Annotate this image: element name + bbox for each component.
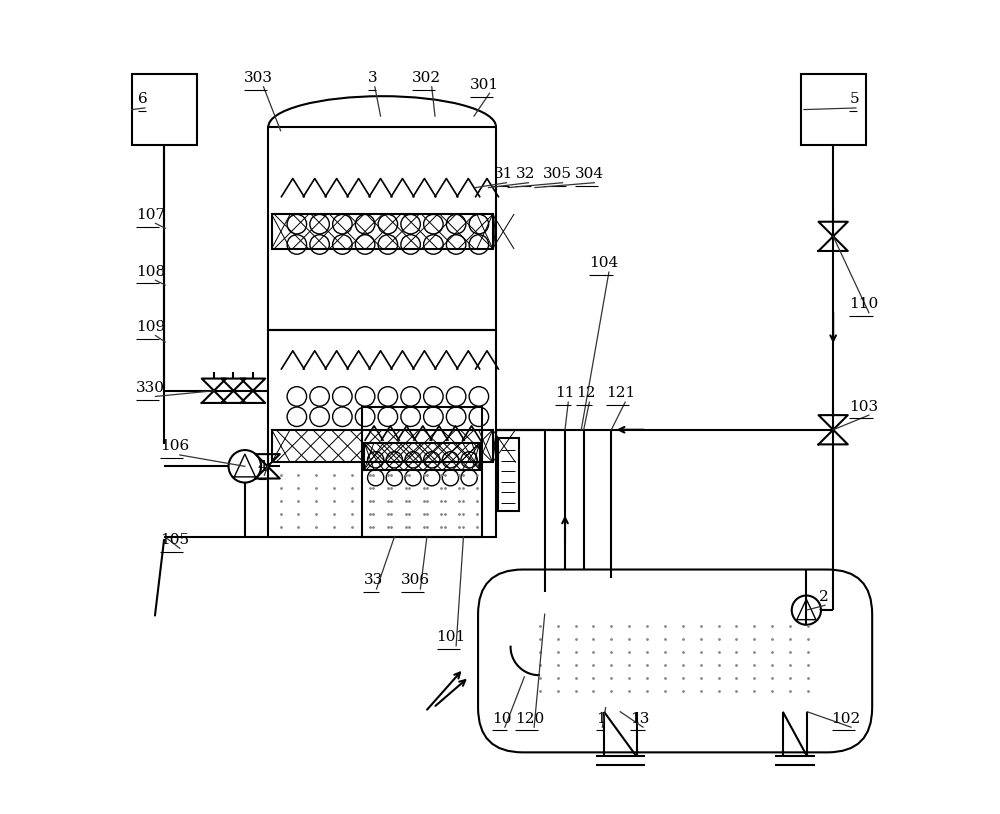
Text: 2: 2 <box>819 589 828 604</box>
Bar <box>132 74 197 146</box>
Bar <box>801 74 866 146</box>
Bar <box>362 407 482 537</box>
Text: 107: 107 <box>136 208 165 221</box>
Text: 1: 1 <box>596 711 606 725</box>
Text: 104: 104 <box>589 256 619 270</box>
Bar <box>364 443 480 470</box>
Text: 330: 330 <box>136 381 165 395</box>
Text: 13: 13 <box>630 711 649 725</box>
Text: 12: 12 <box>576 387 596 400</box>
Text: 3: 3 <box>368 71 378 85</box>
Bar <box>268 127 496 330</box>
Text: 305: 305 <box>543 167 572 181</box>
Text: 105: 105 <box>160 533 189 547</box>
Bar <box>498 438 519 511</box>
Text: 5: 5 <box>849 92 859 107</box>
Bar <box>272 214 493 248</box>
Text: 31: 31 <box>493 167 513 181</box>
Text: 120: 120 <box>515 711 544 725</box>
Text: 101: 101 <box>437 630 466 645</box>
Text: 32: 32 <box>515 167 535 181</box>
FancyBboxPatch shape <box>478 570 872 752</box>
Text: 121: 121 <box>606 387 635 400</box>
Bar <box>268 330 496 537</box>
Text: 110: 110 <box>849 297 879 311</box>
Text: 304: 304 <box>575 167 604 181</box>
Text: 11: 11 <box>555 387 575 400</box>
Text: 302: 302 <box>412 71 441 85</box>
Text: 33: 33 <box>363 573 383 588</box>
Text: 301: 301 <box>470 77 499 92</box>
Text: 109: 109 <box>136 320 165 334</box>
Text: 4: 4 <box>258 460 268 474</box>
Text: 106: 106 <box>160 440 190 453</box>
Text: 303: 303 <box>244 71 273 85</box>
Text: 102: 102 <box>832 711 861 725</box>
Text: 6: 6 <box>138 92 148 107</box>
Text: 306: 306 <box>401 573 430 588</box>
Text: 10: 10 <box>492 711 511 725</box>
Text: 103: 103 <box>849 400 879 414</box>
Text: 108: 108 <box>136 265 165 278</box>
Bar <box>272 430 493 462</box>
